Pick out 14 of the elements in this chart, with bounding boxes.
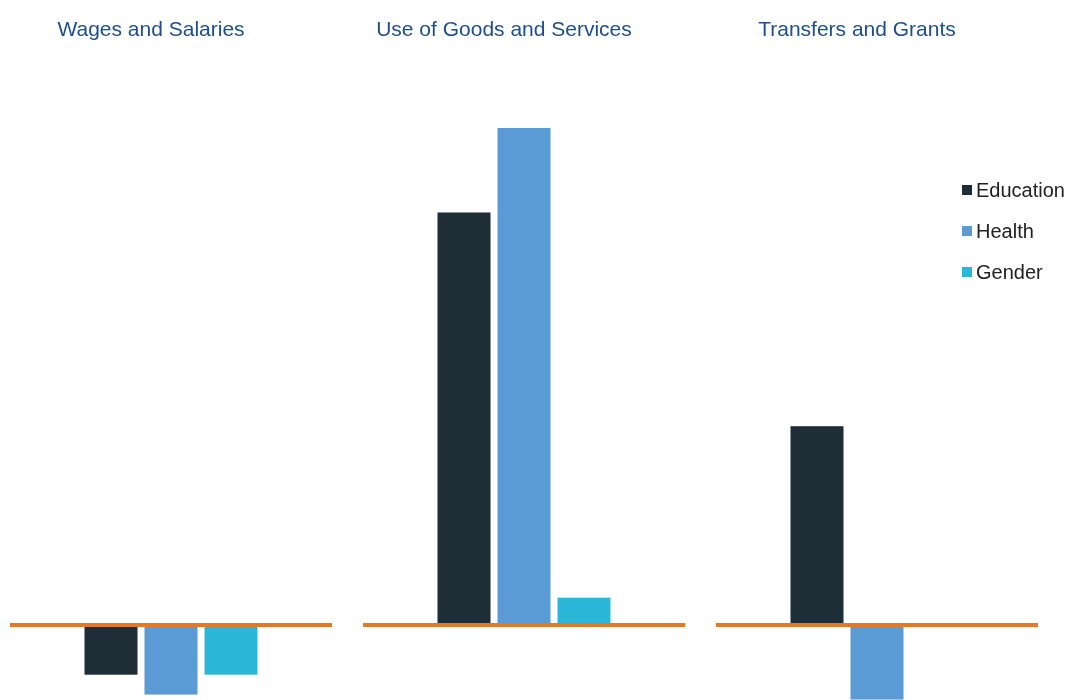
bar — [790, 426, 844, 625]
x-tick-label: Transfers and Grants — [758, 17, 956, 40]
bar — [557, 597, 611, 625]
legend-label: Health — [976, 220, 1034, 242]
legend-label: Gender — [976, 261, 1044, 283]
bar — [497, 128, 551, 625]
x-tick-label: Use of Goods and Services — [376, 17, 632, 40]
bar — [204, 625, 258, 675]
bar — [437, 212, 491, 625]
bar — [850, 625, 904, 700]
bar — [84, 625, 138, 675]
x-tick-label: Wages and Salaries — [57, 17, 245, 40]
bar — [144, 625, 198, 695]
legend-label: Education — [976, 179, 1065, 201]
